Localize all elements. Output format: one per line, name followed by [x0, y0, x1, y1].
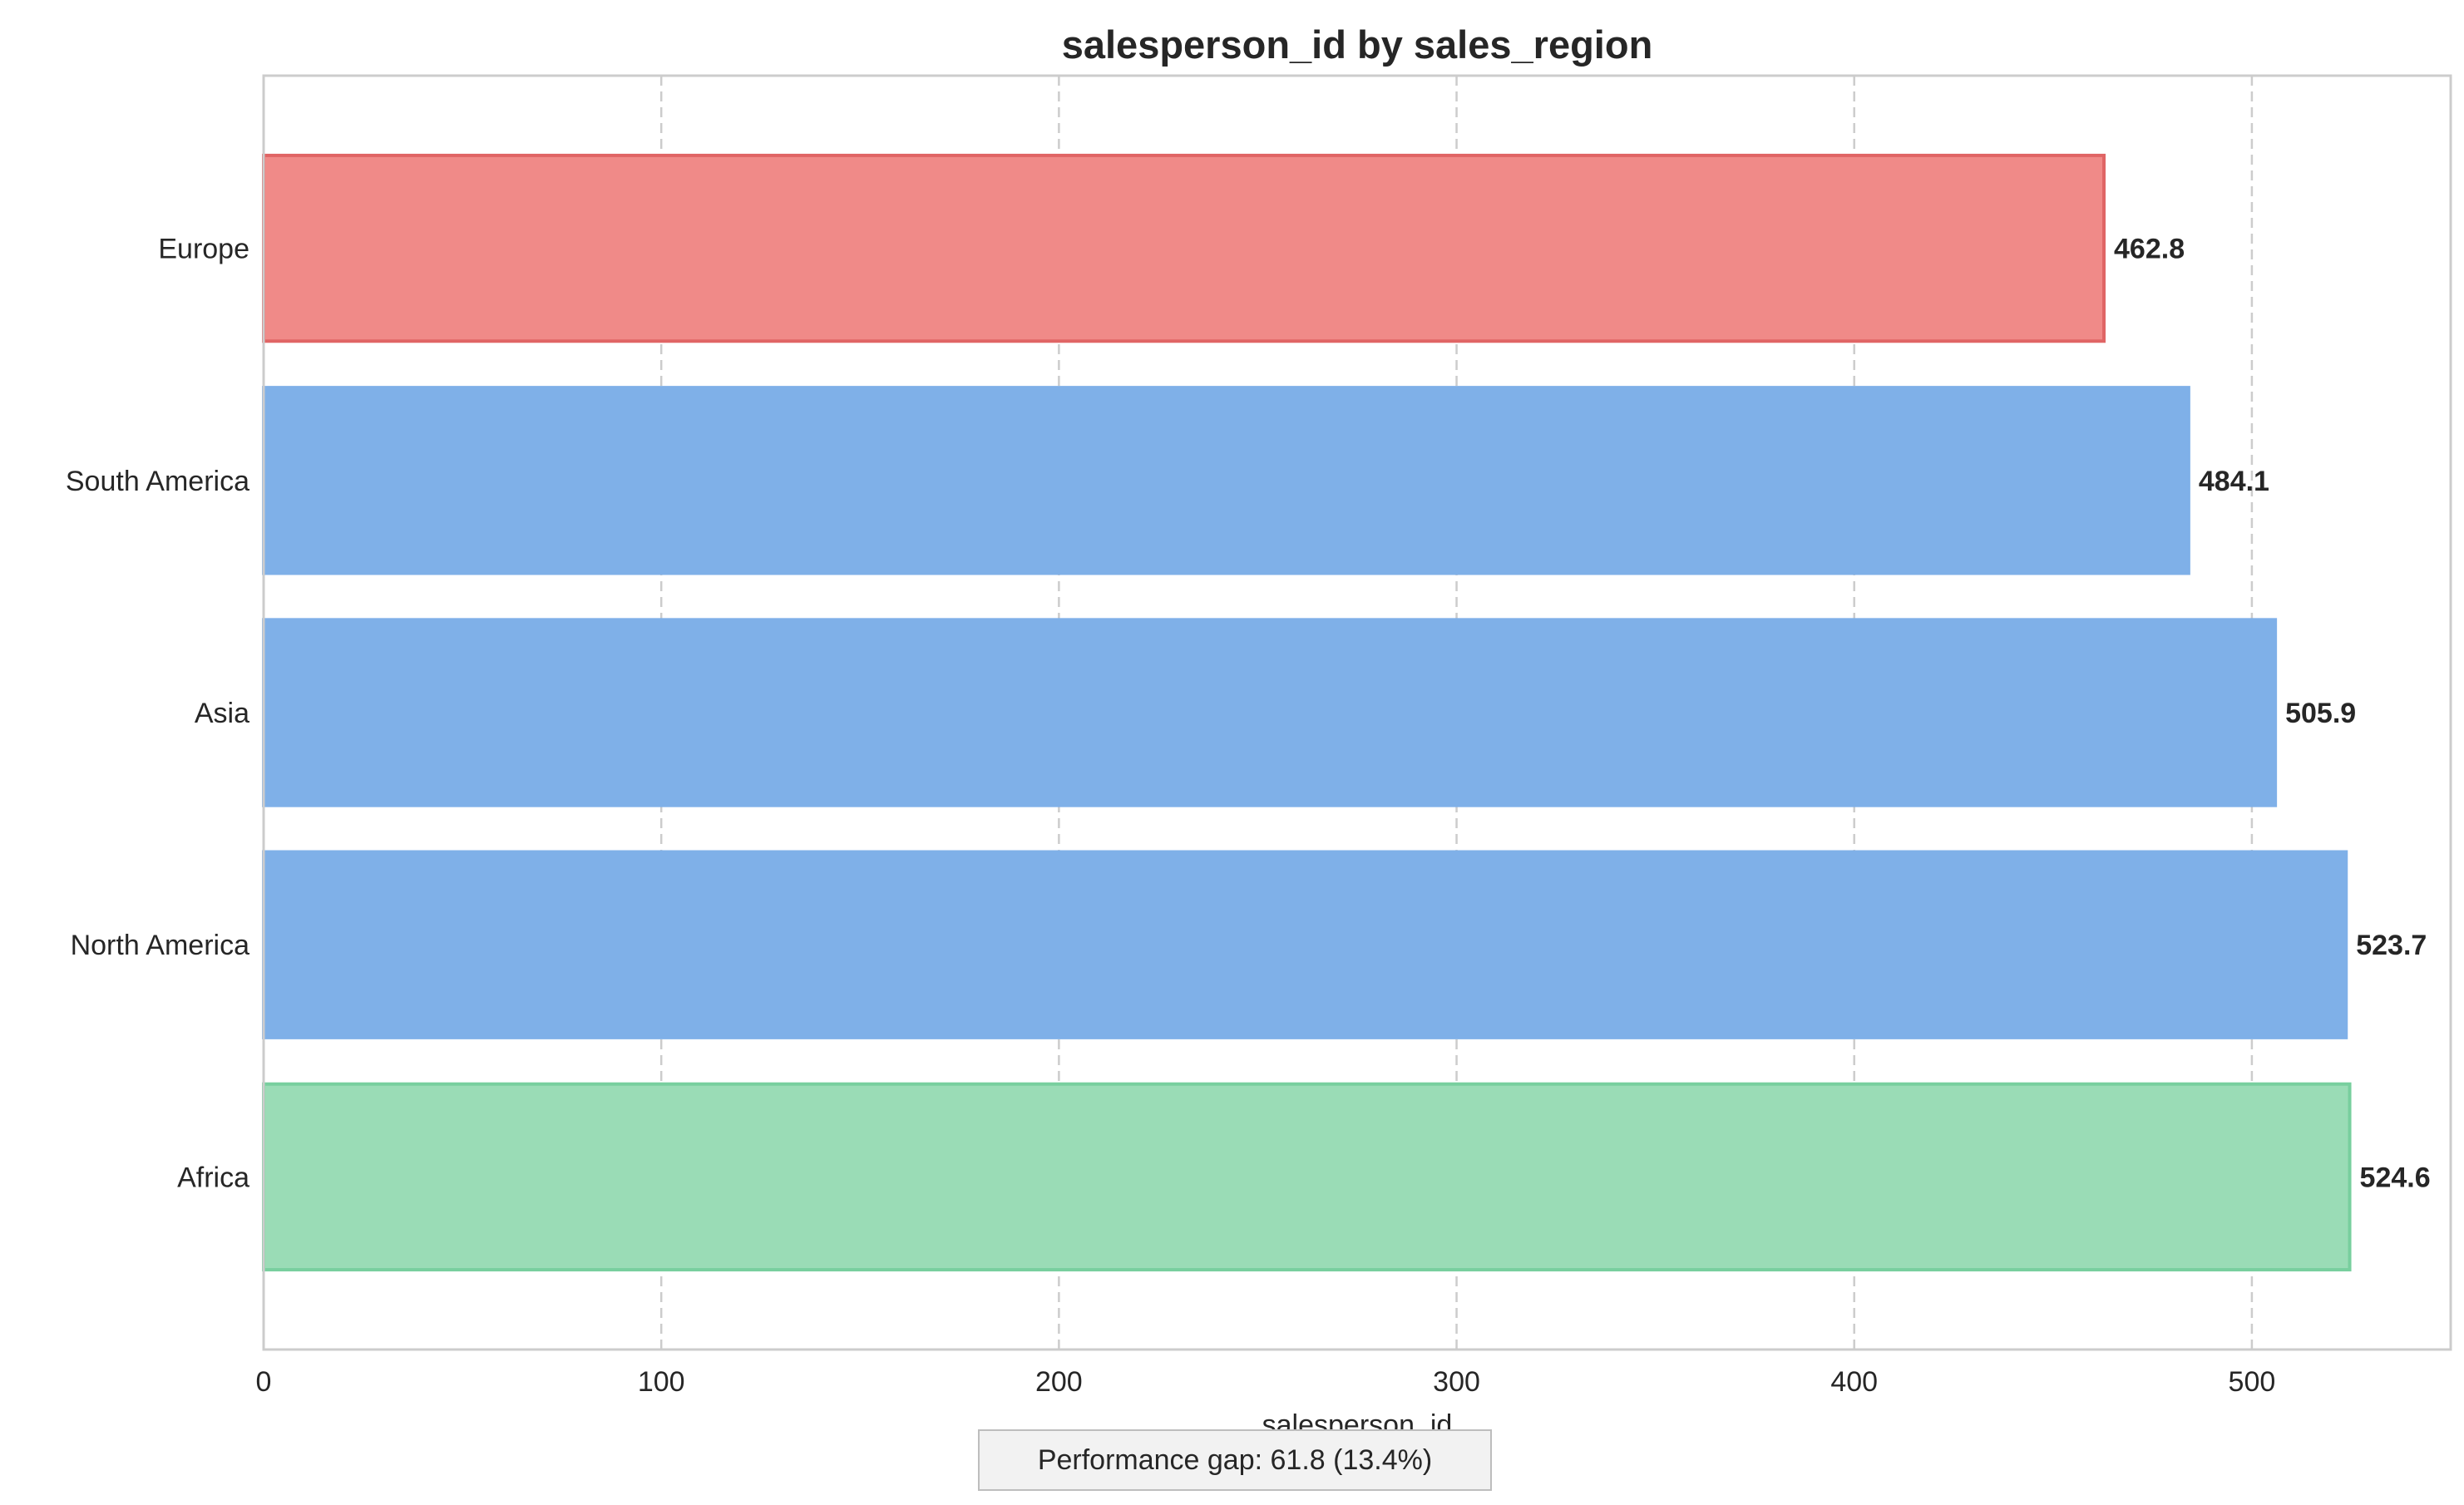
plot-frame — [262, 74, 2452, 1351]
bar-north-america — [262, 850, 2348, 1039]
value-label: 484.1 — [2199, 466, 2269, 497]
bar-south-america — [262, 386, 2190, 575]
y-tick-labels: Europe South America Asia North America Afri… — [66, 234, 249, 1194]
x-tick-label: 0 — [256, 1366, 272, 1398]
value-labels: 462.8 484.1 505.9 523.7 524.6 — [2114, 234, 2431, 1194]
x-tick-label: 500 — [2229, 1366, 2276, 1398]
y-tick-label: North America — [71, 930, 249, 961]
performance-gap-note: Performance gap: 61.8 (13.4%) — [978, 1429, 1492, 1491]
x-tick-label: 100 — [638, 1366, 685, 1398]
y-tick-label: South America — [66, 466, 249, 497]
value-label: 505.9 — [2285, 698, 2356, 729]
bar-africa — [262, 1082, 2352, 1272]
x-tick-label: 400 — [1830, 1366, 1878, 1398]
bar-europe — [262, 153, 2106, 343]
x-tick-labels: 0 100 200 300 400 500 — [256, 1366, 2276, 1398]
performance-gap-text: Performance gap: 61.8 (13.4%) — [1037, 1443, 1433, 1476]
value-label: 462.8 — [2114, 234, 2185, 265]
y-tick-label: Europe — [158, 234, 249, 265]
y-tick-label: Asia — [195, 698, 249, 729]
value-label: 523.7 — [2356, 930, 2427, 961]
bar-asia — [262, 618, 2278, 807]
x-tick-label: 200 — [1035, 1366, 1083, 1398]
bars — [262, 153, 2352, 1272]
value-label: 524.6 — [2360, 1162, 2431, 1193]
y-tick-label: Africa — [177, 1162, 249, 1193]
chart-title: salesperson_id by sales_region — [1062, 22, 1653, 67]
x-tick-label: 300 — [1433, 1366, 1480, 1398]
